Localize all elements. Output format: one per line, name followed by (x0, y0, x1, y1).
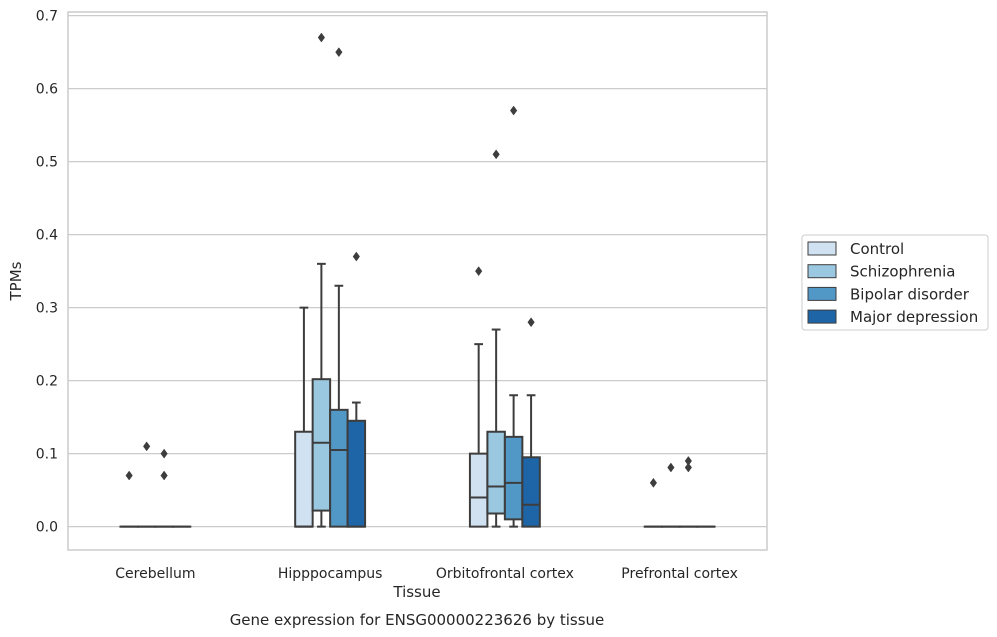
box-iqr (294, 430, 314, 528)
box-elements (119, 32, 716, 528)
box-iqr (329, 408, 349, 528)
outlier-point (527, 317, 535, 328)
outlier-point (335, 47, 343, 58)
outlier-point (143, 441, 151, 452)
legend-label: Major depression (850, 308, 978, 326)
chart-caption: Gene expression for ENSG00000223626 by t… (230, 611, 605, 629)
y-axis-label: TPMs (7, 261, 25, 301)
y-tick-label: 0.6 (36, 82, 58, 98)
legend-swatch (807, 241, 837, 256)
y-tick-label: 0.4 (36, 228, 58, 244)
y-tick-label: 0.0 (36, 520, 58, 536)
outlier-point (352, 251, 360, 262)
box-group (486, 149, 506, 528)
box-iqr (346, 419, 367, 528)
y-tick-label: 0.3 (36, 301, 58, 317)
y-tick-label: 0.2 (36, 374, 58, 390)
outlier-point (125, 470, 133, 481)
box-group (678, 456, 699, 528)
box-group (311, 32, 332, 528)
box-group (661, 462, 681, 528)
box-group (136, 441, 157, 528)
legend-label: Control (850, 240, 904, 258)
outlier-point (667, 462, 675, 473)
outlier-point (510, 105, 518, 116)
outlier-point (649, 477, 658, 488)
outlier-point (684, 456, 692, 466)
plot-area-frame (67, 11, 768, 551)
x-tick-label: Orbitofrontal cortex (436, 566, 574, 582)
box-iqr (311, 378, 332, 512)
outlier-point (317, 32, 325, 43)
outlier-point (684, 462, 692, 473)
x-axis-ticks: Cerebellum Hipppocampus Orbitofrontal cort… (115, 566, 738, 582)
outlier-point (160, 448, 168, 459)
box-group (154, 448, 174, 528)
legend-swatch (807, 309, 837, 324)
outlier-point (492, 149, 500, 160)
box-iqr (486, 430, 506, 515)
x-axis-label: Tissue (392, 583, 440, 601)
outlier-point (160, 470, 168, 481)
x-tick-label: Prefrontal cortex (621, 566, 738, 582)
grid-lines (68, 15, 767, 528)
legend-frame (801, 234, 989, 331)
x-tick-label: Cerebellum (115, 566, 195, 582)
box-iqr (468, 452, 489, 528)
y-tick-label: 0.7 (36, 9, 58, 25)
box-group (521, 317, 541, 528)
x-tick-label: Hipppocampus (278, 566, 383, 582)
box-group (346, 251, 367, 528)
box-group (643, 477, 664, 528)
legend-label: Schizophrenia (850, 263, 955, 281)
legend-swatch (807, 264, 837, 279)
box-group (468, 266, 489, 528)
y-axis-ticks: 0.0 0.1 0.2 0.3 0.4 0.5 0.6 0.7 (36, 9, 58, 536)
box-group (119, 470, 139, 528)
box-iqr (503, 435, 524, 521)
box-iqr (521, 456, 541, 528)
legend-label: Bipolar disorder (850, 285, 970, 303)
legend-swatch (807, 286, 837, 301)
box-group (503, 105, 524, 528)
legend: Control Schizophrenia Bipolar disorder Majo… (801, 234, 989, 331)
y-tick-label: 0.5 (36, 155, 58, 171)
outlier-point (475, 266, 483, 277)
box-group (294, 306, 314, 528)
y-tick-label: 0.1 (36, 447, 58, 463)
box-group (329, 47, 349, 528)
